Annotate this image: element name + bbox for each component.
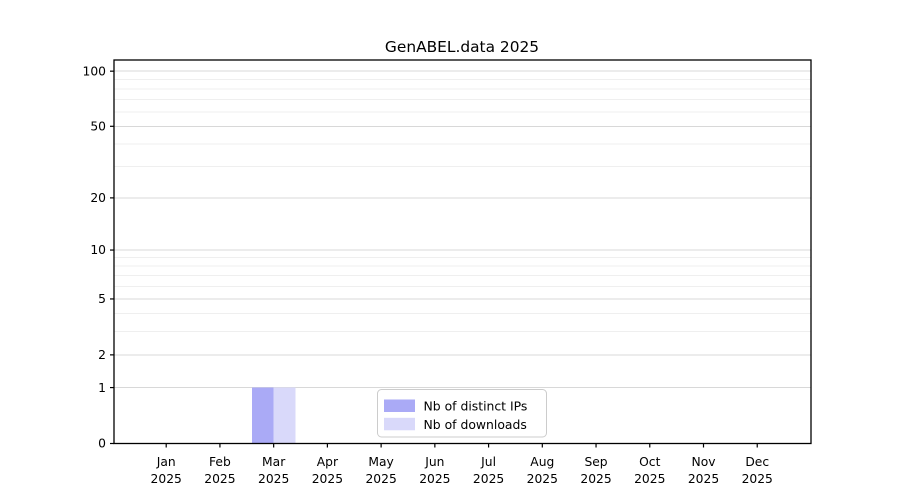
y-tick-label-2: 2 <box>98 348 106 362</box>
x-tick-label-month-aug: Aug <box>530 455 554 469</box>
x-tick-label-month-jan: Jan <box>156 455 176 469</box>
x-tick-label-year-sep: 2025 <box>580 472 611 486</box>
legend-label-nb-of-downloads: Nb of downloads <box>424 417 527 432</box>
chart-layers: 0 1 2 5 10 20 50 100 Jan 2025 Feb 2025 Mar 2025 Apr 202… <box>83 59 812 486</box>
x-tick-label-year-feb: 2025 <box>204 472 235 486</box>
plot-border <box>113 59 812 445</box>
x-tick-label-month-apr: Apr <box>317 455 339 469</box>
legend-swatch-nb-of-downloads <box>384 417 415 431</box>
x-tick-label-year-jun: 2025 <box>419 472 450 486</box>
x-tick-label-year-oct: 2025 <box>634 472 665 486</box>
y-tick-label-5: 5 <box>98 292 106 306</box>
x-tick-label-month-feb: Feb <box>209 455 231 469</box>
x-tick-label-year-mar: 2025 <box>258 472 289 486</box>
x-tick-label-month-may: May <box>368 455 393 469</box>
x-tick-label-month-jun: Jun <box>424 455 444 469</box>
x-tick-label-year-dec: 2025 <box>742 472 773 486</box>
legend-label-nb-of-distinct-ips: Nb of distinct IPs <box>424 399 528 414</box>
x-tick-label-month-oct: Oct <box>639 455 660 469</box>
x-tick-label-year-jan: 2025 <box>151 472 182 486</box>
x-tick-label-month-sep: Sep <box>584 455 607 469</box>
y-tick-label-0: 0 <box>98 437 106 451</box>
y-tick-label-50: 50 <box>90 119 106 133</box>
y-tick-label-10: 10 <box>90 243 106 257</box>
x-tick-label-year-jul: 2025 <box>473 472 504 486</box>
y-tick-label-20: 20 <box>90 191 106 205</box>
legend-box <box>377 389 547 438</box>
x-tick-label-year-nov: 2025 <box>688 472 719 486</box>
x-tick-label-month-jul: Jul <box>480 455 496 469</box>
x-tick-label-year-may: 2025 <box>365 472 396 486</box>
x-tick-label-month-nov: Nov <box>692 455 716 469</box>
chart-title: GenABEL.data 2025 <box>385 38 539 56</box>
bar-nb-of-distinct-ips-mar-2025 <box>252 387 274 444</box>
legend-swatch-nb-of-distinct-ips <box>384 399 415 412</box>
y-tick-label-100: 100 <box>83 64 106 78</box>
x-tick-label-month-dec: Dec <box>745 455 769 469</box>
y-tick-label-1: 1 <box>98 381 106 395</box>
x-tick-label-year-aug: 2025 <box>527 472 558 486</box>
bar-nb-of-downloads-mar-2025 <box>273 387 296 444</box>
x-tick-label-year-apr: 2025 <box>312 472 343 486</box>
x-tick-label-month-mar: Mar <box>262 455 286 469</box>
